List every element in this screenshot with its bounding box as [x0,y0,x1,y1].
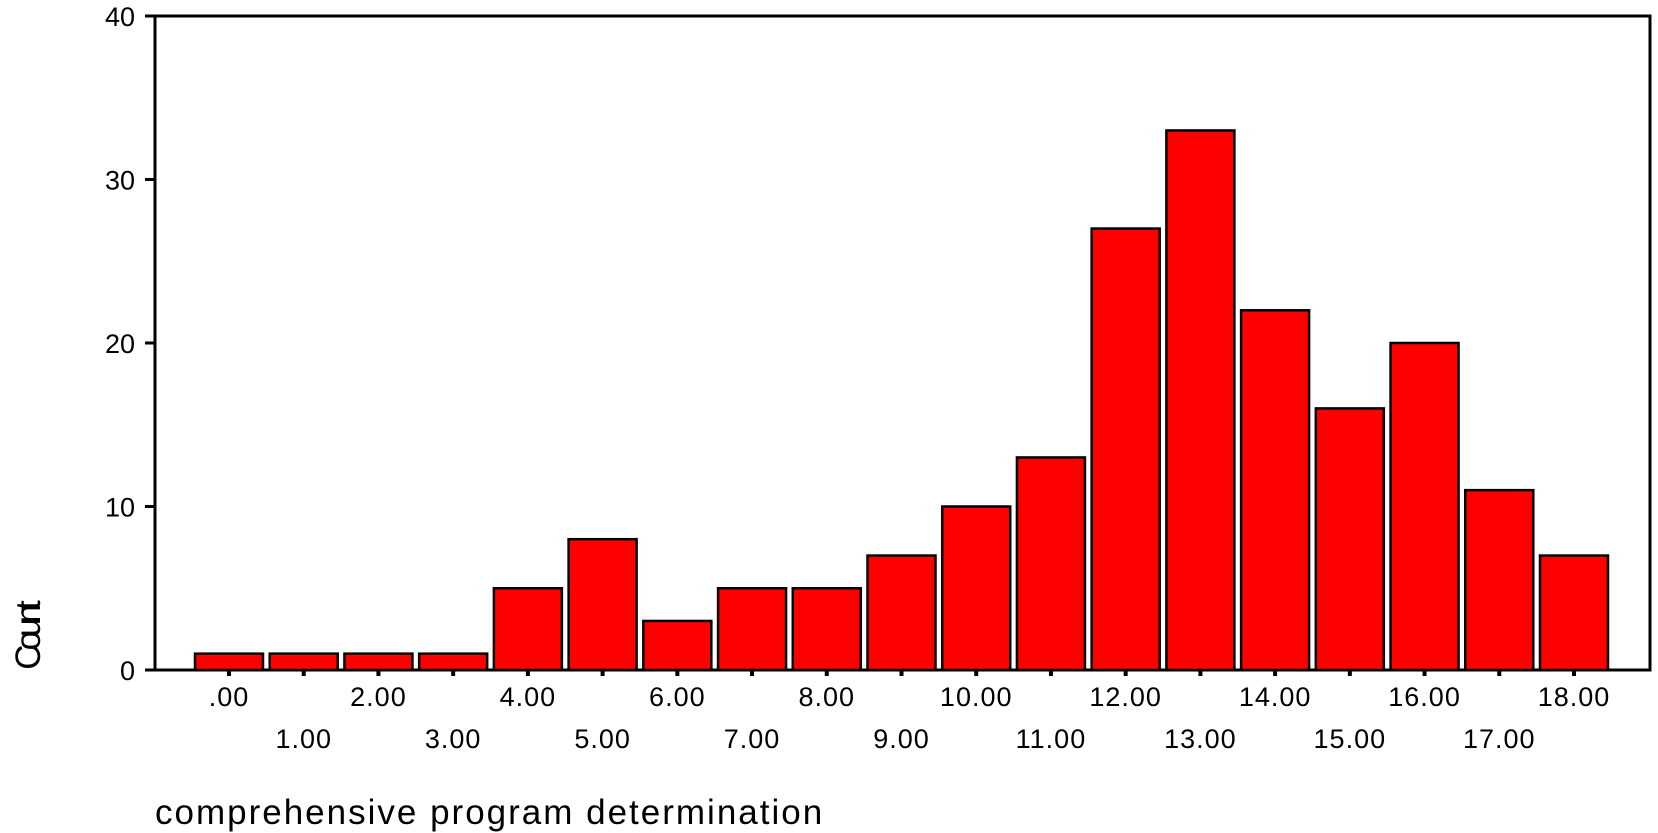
x-tick-label-13: 13.00 [1164,724,1237,754]
x-axis: .00 1.00 2.00 3.00 4.00 5.00 6.00 7.00 8.00 9.00 1… [209,670,1611,754]
x-tick-label-10: 10.00 [940,682,1013,712]
y-axis: 0 10 20 30 40 [105,2,155,686]
bar-5 [567,537,638,672]
bar-17 [1464,488,1535,672]
x-tick-label-17: 17.00 [1463,724,1536,754]
y-tick-label-3: 30 [105,166,135,196]
bar-14 [1239,309,1311,672]
x-tick-label-4: 4.00 [500,682,557,712]
bar-18 [1538,554,1610,672]
y-tick-label-2: 20 [105,329,135,359]
x-tick-label-9: 9.00 [873,724,930,754]
y-tick-label-0: 0 [120,656,135,686]
x-tick-label-3: 3.00 [425,724,482,754]
bar-3 [417,652,489,672]
x-tick-label-12: 12.00 [1089,682,1162,712]
bar-4 [492,587,564,672]
x-axis-title: comprehensive program determination [155,793,824,832]
y-axis-title: Count [9,600,48,670]
bar-12 [1090,227,1161,672]
bar-10 [940,505,1012,672]
bar-9 [866,554,937,672]
bar-7 [716,587,788,672]
x-tick-label-18: 18.00 [1538,682,1611,712]
bar-1 [268,652,339,672]
x-tick-label-2: 2.00 [350,682,407,712]
bar-2 [343,652,414,672]
x-tick-label-14: 14.00 [1239,682,1312,712]
bar-13 [1165,129,1236,672]
bar-8 [791,587,863,672]
x-tick-label-15: 15.00 [1314,724,1387,754]
bar-6 [642,619,713,672]
x-tick-label-1: 1.00 [275,724,332,754]
y-tick-label-4: 40 [105,2,135,32]
x-tick-label-7: 7.00 [724,724,781,754]
x-tick-label-11: 11.00 [1016,724,1087,754]
bars [193,129,1610,672]
x-tick-label-0: .00 [209,682,250,712]
x-tick-label-6: 6.00 [649,682,706,712]
x-tick-label-8: 8.00 [798,682,855,712]
bar-0 [193,652,265,672]
bar-11 [1015,456,1087,672]
x-tick-label-5: 5.00 [574,724,631,754]
y-tick-label-1: 10 [105,493,135,523]
bar-16 [1389,341,1460,672]
x-tick-label-16: 16.00 [1388,682,1461,712]
bar-15 [1314,407,1386,672]
